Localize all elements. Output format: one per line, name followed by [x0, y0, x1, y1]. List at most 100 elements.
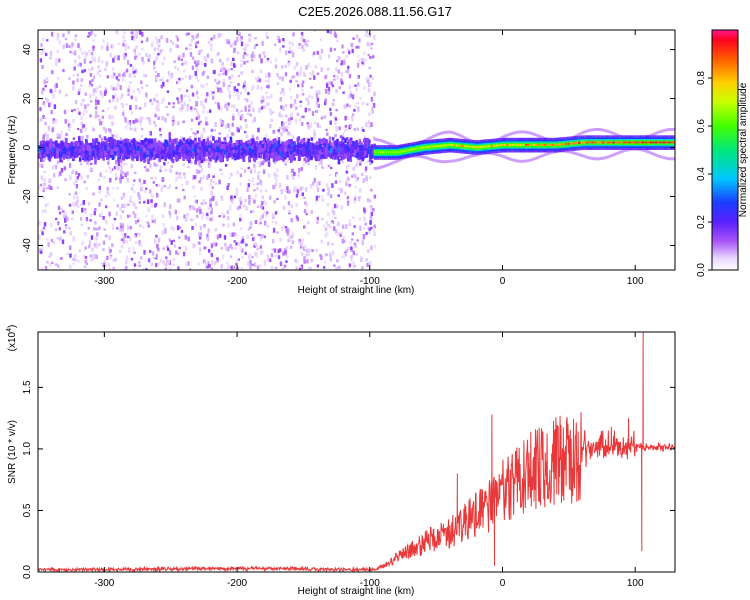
spectrogram-noise-cell [299, 186, 303, 192]
spectrogram-noise-cell [155, 94, 158, 97]
spectrogram-band-cell [212, 143, 216, 148]
spectrogram-noise-cell [235, 91, 239, 96]
spectrogram-noise-cell [160, 186, 163, 192]
spectrogram-noise-cell [335, 89, 338, 93]
spectrogram-band-cell [360, 142, 363, 147]
spectrogram-noise-cell [303, 196, 306, 199]
spectrogram-band-cell [261, 139, 265, 144]
spectrogram-noise-cell [195, 116, 198, 121]
spectrogram-band-cell [194, 144, 198, 150]
spectrogram-band-cell [131, 154, 135, 160]
spectrogram-noise-cell [257, 175, 260, 180]
spectrogram-noise-cell [221, 172, 224, 176]
spectrogram-noise-cell [165, 38, 169, 43]
spectrogram-band-cell [220, 144, 224, 149]
spectrogram-noise-cell [140, 116, 143, 121]
spectrogram-band-cell [327, 144, 331, 150]
spectrogram-noise-cell [145, 220, 148, 224]
spectrogram-noise-cell [66, 216, 69, 221]
spectrogram-noise-cell [103, 260, 106, 265]
spectrogram-noise-cell [269, 124, 272, 129]
spectrogram-noise-cell [201, 71, 205, 76]
spectrogram-noise-cell [185, 34, 189, 36]
spectrogram-noise-cell [196, 112, 200, 116]
spectrogram-noise-cell [91, 254, 94, 258]
spectrogram-noise-cell [207, 158, 211, 164]
spectrogram-noise-cell [64, 37, 68, 41]
spectrogram-band-cell [168, 142, 171, 146]
spectrogram-band-cell [293, 140, 296, 144]
spectrogram-noise-cell [111, 223, 115, 228]
spectrogram-noise-cell [138, 240, 141, 246]
spectrogram-noise-cell [305, 43, 309, 48]
spectrogram-noise-cell [196, 95, 200, 99]
spectrogram-band-cell [240, 148, 243, 155]
spectrogram-noise-cell [369, 220, 372, 225]
spectrogram-noise-cell [118, 73, 121, 77]
spectrogram-noise-cell [166, 113, 169, 116]
spectrogram-noise-cell [209, 217, 212, 222]
spectrogram-noise-cell [306, 39, 310, 43]
spectrogram-band-cell [148, 157, 152, 161]
spectrogram-noise-cell [152, 257, 156, 260]
spectrogram-band-cell [253, 152, 257, 156]
spectrogram-noise-cell [347, 65, 350, 69]
spectrogram-noise-cell [227, 123, 230, 128]
spectrogram-band-cell [123, 139, 126, 143]
spectrogram-noise-cell [361, 266, 364, 270]
spectrogram-noise-cell [161, 214, 165, 218]
spectrogram-band-cell [308, 153, 312, 160]
spectrogram-noise-cell [329, 47, 333, 52]
spectrogram-noise-cell [178, 88, 181, 91]
spectrogram-noise-cell [362, 178, 365, 183]
spectrogram-noise-cell [292, 175, 295, 180]
spectrogram-noise-cell [114, 105, 117, 110]
spectrogram-noise-cell [285, 50, 288, 56]
spectrogram-noise-cell [352, 268, 355, 270]
spectrogram-noise-cell [250, 100, 253, 106]
spectrogram-band-cell [212, 147, 216, 153]
spectrogram-noise-cell [138, 117, 141, 123]
spectrogram-noise-cell [126, 214, 130, 218]
spectrogram-band-cell [145, 142, 148, 146]
spectrogram-noise-cell [164, 168, 168, 172]
spectrogram-noise-cell [366, 32, 370, 38]
spectrogram-noise-cell [157, 52, 160, 56]
spectrogram-noise-cell [346, 48, 350, 51]
spectrogram-noise-cell [130, 187, 134, 191]
spectrogram-noise-cell [177, 67, 180, 72]
spectrogram-noise-cell [168, 102, 171, 105]
spectrogram-band-cell [157, 140, 161, 146]
spectrogram-noise-cell [286, 190, 290, 194]
spectrogram-noise-cell [372, 136, 376, 139]
spectrogram-noise-cell [183, 94, 187, 98]
spectrogram-noise-cell [133, 35, 137, 39]
spectrogram-noise-cell [39, 248, 42, 253]
spectrogram-noise-cell [131, 36, 134, 41]
spectrogram-noise-cell [162, 245, 165, 249]
spectrogram-noise-cell [176, 198, 180, 203]
spectrogram-noise-cell [218, 73, 222, 77]
spectrogram-noise-cell [84, 210, 87, 214]
spectrogram-band-cell [310, 149, 313, 154]
spectrogram-band-cell [284, 147, 287, 152]
spectrogram-noise-cell [139, 224, 142, 227]
spectrogram-noise-cell [170, 240, 173, 245]
spectrogram-noise-cell [220, 264, 223, 269]
spectrogram-noise-cell [194, 244, 197, 247]
spectrogram-noise-cell [160, 84, 163, 89]
spectrogram-band-cell [128, 142, 132, 146]
spectrogram-band-cell [325, 145, 329, 151]
spectrogram-noise-cell [196, 208, 199, 213]
spectrogram-noise-cell [298, 241, 301, 245]
spectrogram-band-cell [78, 141, 82, 146]
spectrogram-band-cell [97, 149, 101, 156]
spectrogram-noise-cell [350, 258, 353, 262]
spectrogram-noise-cell [180, 184, 184, 186]
spectrogram-band-cell [306, 147, 309, 153]
spectrogram-noise-cell [327, 92, 330, 95]
spectrogram-noise-cell [151, 220, 154, 223]
spectrogram-noise-cell [251, 69, 254, 74]
spectrogram-noise-cell [302, 80, 305, 84]
spectrogram-noise-cell [366, 160, 370, 163]
